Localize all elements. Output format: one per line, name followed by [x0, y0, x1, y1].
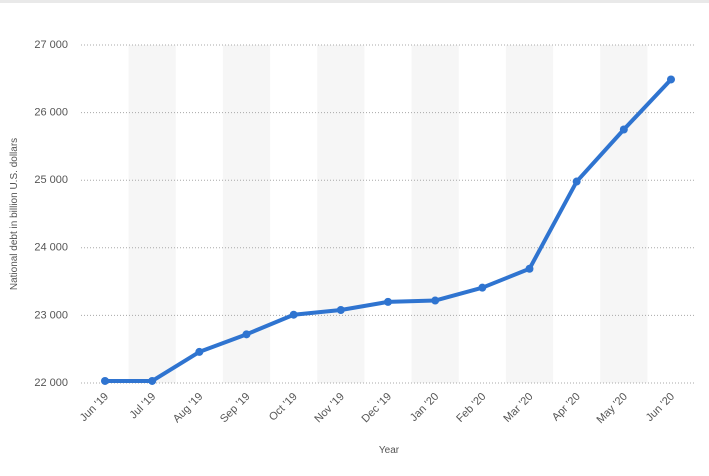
data-point[interactable]	[667, 75, 675, 84]
x-tick-label: Jan '20	[408, 391, 441, 424]
data-point[interactable]	[101, 376, 109, 385]
data-point[interactable]	[242, 330, 251, 339]
x-tick-label: May '20	[594, 391, 629, 426]
column-bands	[128, 45, 648, 383]
data-point[interactable]	[384, 297, 392, 306]
x-tick-label: Dec '19	[360, 391, 395, 426]
y-tick-label: 23 000	[34, 309, 68, 321]
data-points	[101, 75, 675, 385]
x-tick-label: Nov '19	[312, 391, 347, 426]
x-tick-label: Sep '19	[218, 391, 253, 426]
column-band	[128, 45, 176, 383]
column-band	[317, 45, 365, 383]
y-tick-label: 27 000	[34, 39, 68, 51]
data-point[interactable]	[619, 125, 628, 134]
data-point[interactable]	[195, 347, 204, 356]
column-band	[411, 45, 459, 383]
data-point[interactable]	[336, 305, 345, 314]
y-tick-label: 24 000	[34, 242, 68, 254]
data-point[interactable]	[431, 296, 440, 305]
y-tick-label: 25 000	[34, 174, 68, 186]
x-tick-label: Apr '20	[550, 391, 583, 424]
y-gridlines	[81, 44, 696, 384]
x-tick-label: Feb '20	[454, 391, 488, 425]
y-tick-label: 22 000	[34, 377, 68, 389]
y-tick-label: 26 000	[34, 107, 68, 119]
x-tick-label: Jun '20	[644, 391, 677, 424]
y-axis-title: National debt in billion U.S. dollars	[9, 138, 20, 290]
top-border	[0, 0, 709, 3]
column-band	[600, 45, 648, 383]
y-axis-tick-labels: 22 000 23 000 24 000 25 000 26 000 27 000	[34, 39, 68, 389]
data-point[interactable]	[478, 283, 487, 292]
x-tick-label: Oct '19	[267, 391, 300, 424]
x-tick-label: Mar '20	[501, 391, 535, 425]
x-tick-label: Jun '19	[78, 391, 111, 424]
x-tick-label: Aug '19	[171, 391, 206, 426]
data-point[interactable]	[148, 376, 157, 385]
x-tick-label: Jul '19	[128, 391, 159, 422]
x-axis-title: Year	[379, 445, 400, 456]
data-point[interactable]	[572, 177, 581, 186]
data-point[interactable]	[289, 310, 298, 319]
series-line	[103, 77, 673, 383]
column-band	[505, 45, 554, 383]
x-axis-tick-labels: Jun '19 Jul '19 Aug '19 Sep '19 Oct '19 Nov '…	[78, 391, 677, 426]
data-point[interactable]	[525, 264, 534, 273]
